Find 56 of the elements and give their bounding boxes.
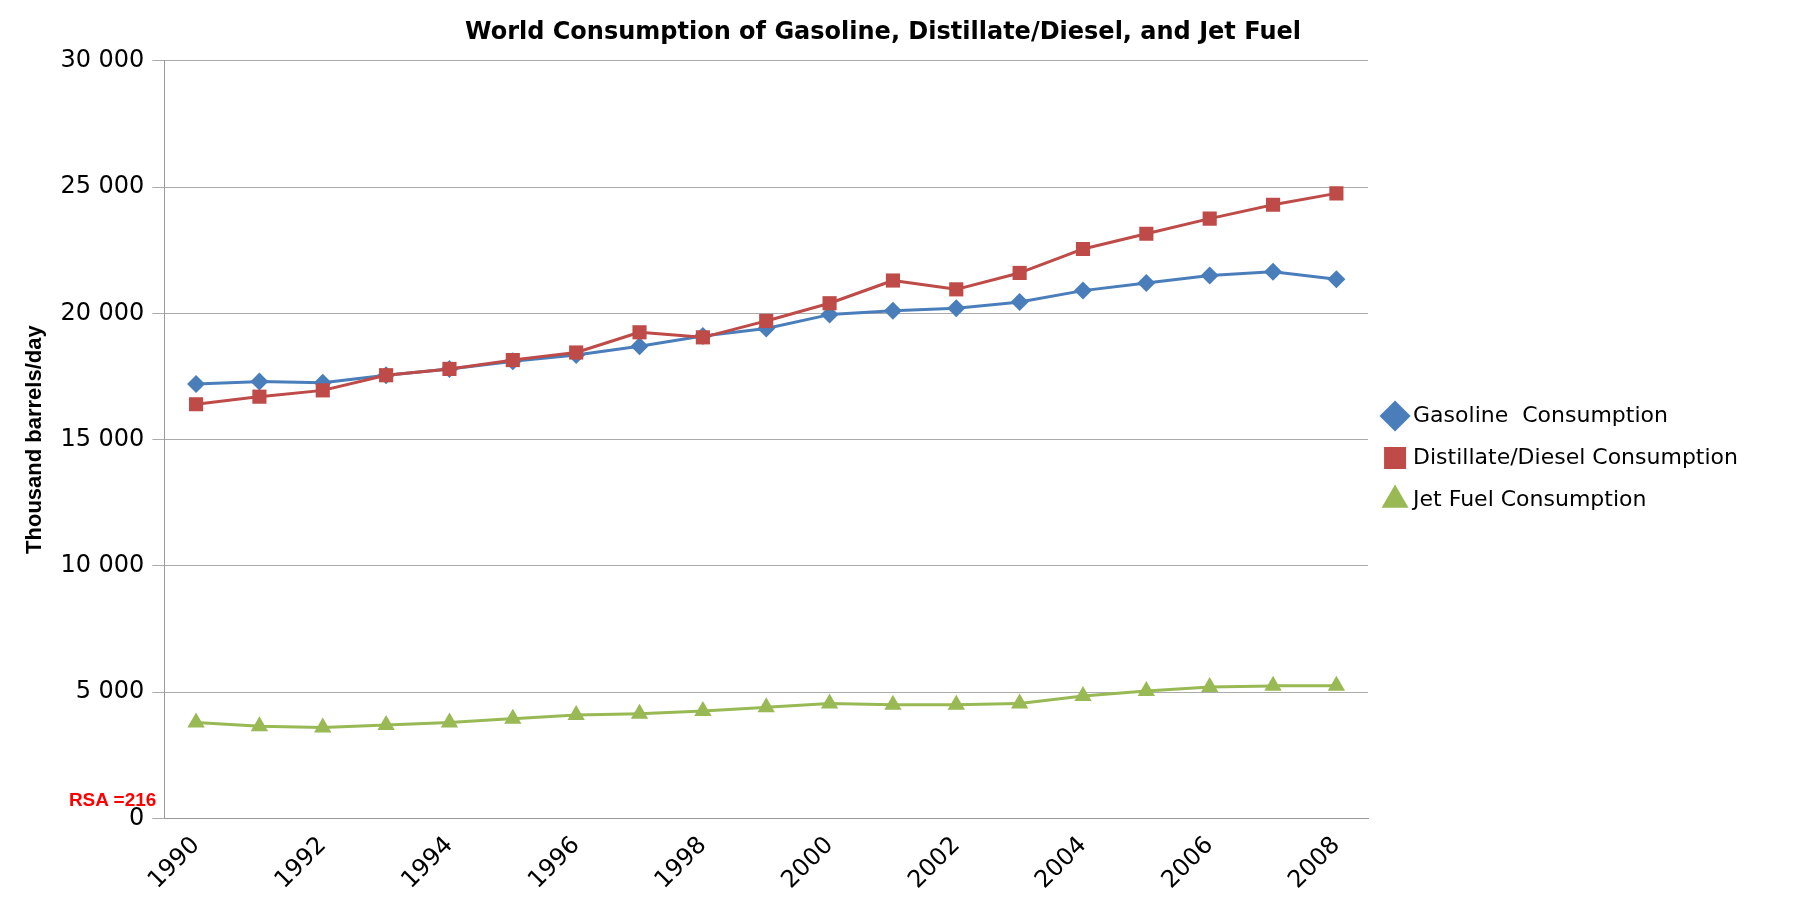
point [757, 697, 775, 713]
legend-label: Distillate/Diesel Consumption [1413, 443, 1739, 469]
point [504, 708, 522, 724]
point [947, 694, 965, 710]
point [1202, 211, 1217, 226]
point [883, 301, 902, 320]
point [822, 296, 837, 311]
point [949, 282, 964, 297]
point [315, 383, 330, 398]
point [759, 313, 774, 328]
y-tick-label: 5 000 [75, 676, 145, 705]
point [632, 325, 647, 340]
point [440, 712, 459, 728]
point [1265, 197, 1281, 212]
legend-label: Gasoline Consumption [1413, 401, 1668, 427]
point [1264, 262, 1283, 281]
point [694, 701, 712, 717]
point [1264, 675, 1282, 691]
point [1327, 270, 1346, 289]
point [1201, 677, 1219, 693]
point [1073, 281, 1092, 300]
point [630, 337, 649, 356]
point [1010, 693, 1029, 709]
point [1010, 292, 1029, 311]
point [250, 372, 269, 391]
point [567, 704, 585, 720]
point [1074, 685, 1092, 701]
y-tick-label: 25 000 [60, 171, 145, 200]
point [820, 693, 839, 709]
point [1012, 265, 1027, 281]
point [187, 375, 206, 394]
chart-title: World Consumption of Gasoline, Distillate/Diesel, and Jet Fuel [465, 16, 1301, 45]
point [884, 694, 902, 710]
point [314, 717, 332, 733]
y-tick-label: 15 000 [60, 423, 145, 452]
point [569, 345, 584, 360]
point [188, 397, 204, 412]
point [885, 273, 900, 288]
legend-label: Jet Fuel Consumption [1411, 485, 1647, 511]
point [630, 703, 649, 719]
point [1139, 226, 1154, 241]
point [1327, 675, 1346, 691]
y-axis-title: Thousand barrels/day [21, 324, 47, 554]
point [250, 716, 269, 732]
y-tick-label: 20 000 [60, 297, 145, 326]
y-tick-label: 30 000 [60, 45, 145, 74]
point [1329, 186, 1344, 201]
point [1137, 680, 1155, 696]
point [1075, 241, 1091, 257]
point [947, 299, 966, 318]
point [1137, 274, 1156, 293]
point [187, 712, 205, 728]
point [377, 715, 395, 730]
point [252, 389, 267, 404]
point [1200, 266, 1219, 285]
y-tick-label: 10 000 [60, 550, 145, 579]
